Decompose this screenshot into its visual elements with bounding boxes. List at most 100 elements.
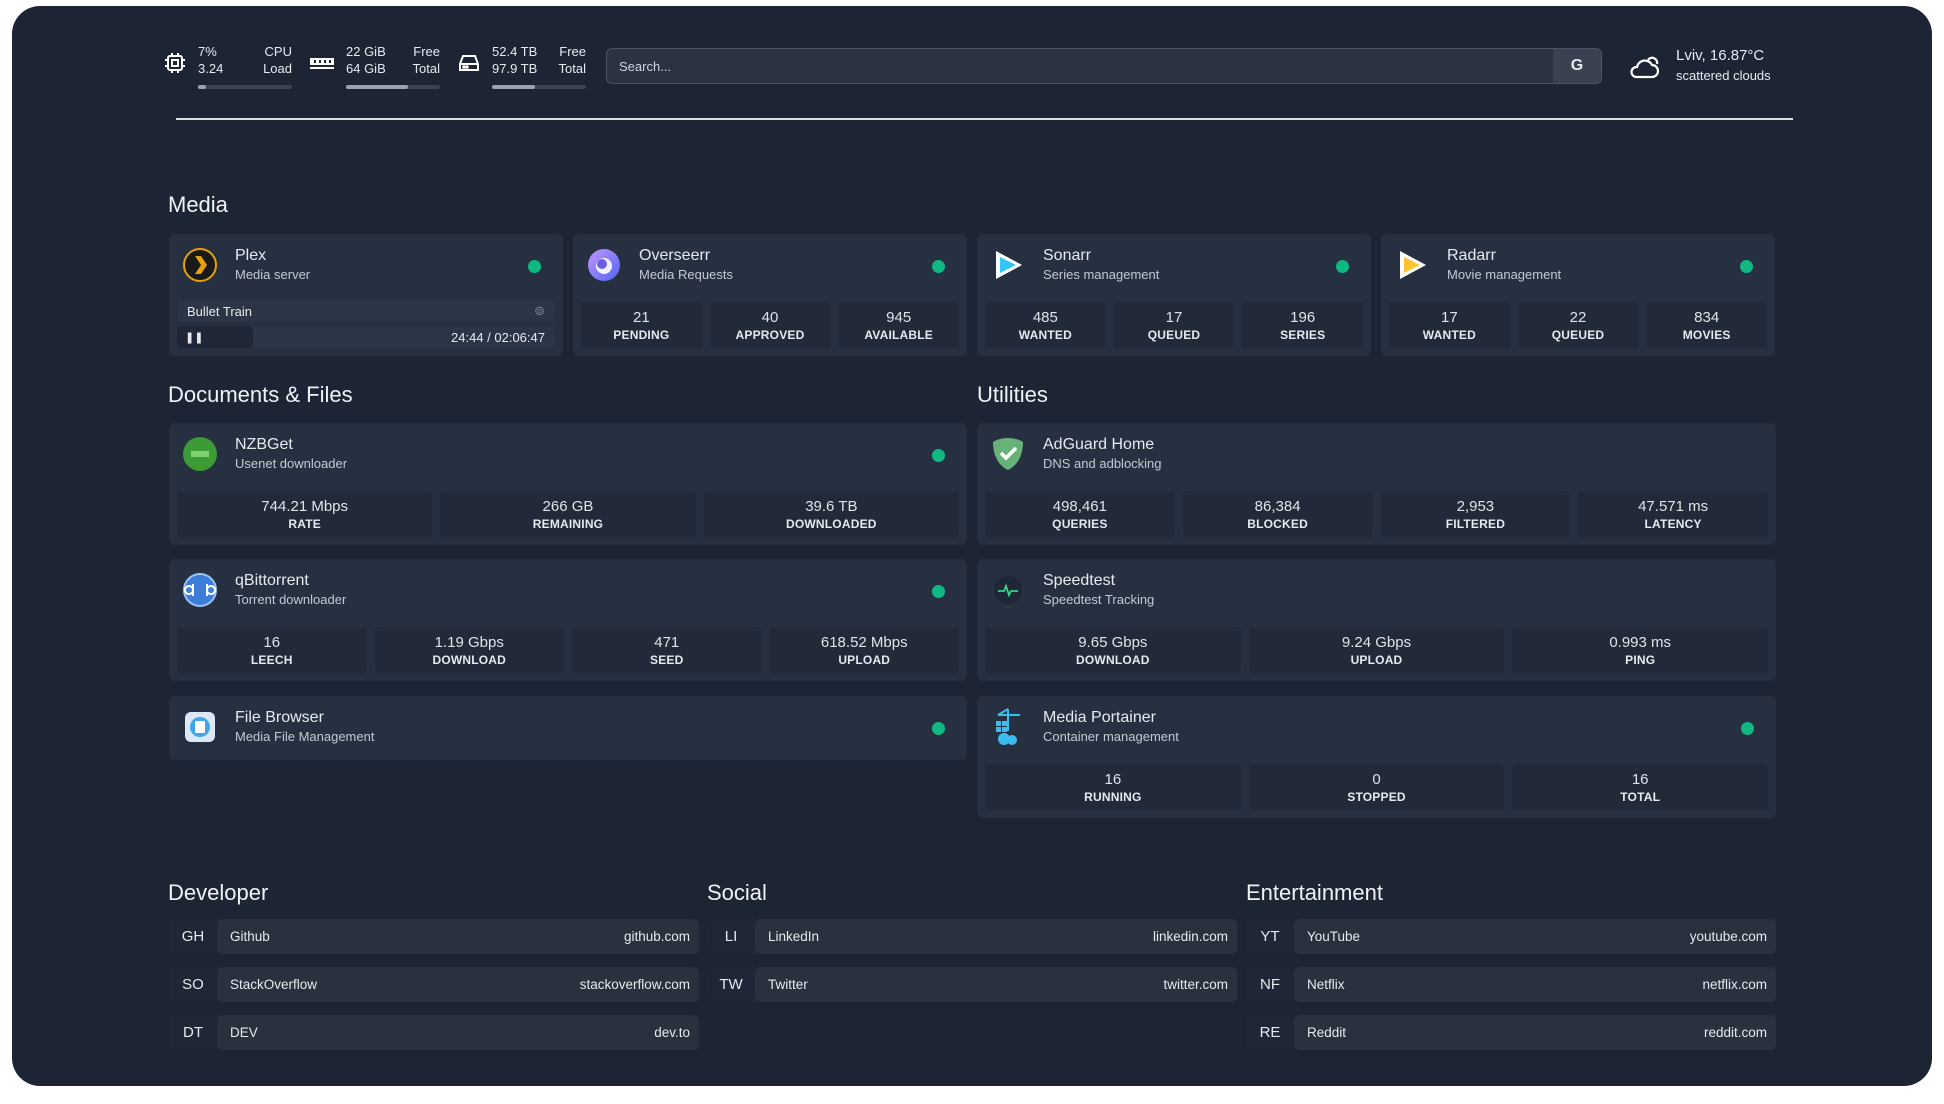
stat-label: PENDING xyxy=(613,328,670,342)
stat-block: 16 RUNNING xyxy=(985,764,1241,810)
memory-bar xyxy=(346,85,440,89)
section-title-media: Media xyxy=(168,192,228,217)
stat-value: 21 xyxy=(632,309,650,326)
service-card-nzbget[interactable]: NZBGet Usenet downloader 744.21 Mbps RATE 26… xyxy=(169,423,967,545)
bookmark-stackoverflow[interactable]: SO StackOverflow stackoverflow.com xyxy=(169,967,699,1002)
stat-value: 0.993 ms xyxy=(1609,634,1672,651)
stat-block: 16 TOTAL xyxy=(1512,764,1769,810)
status-online-indicator xyxy=(932,585,945,598)
bookmark-abbr: GH xyxy=(169,919,217,954)
bookmark-netflix[interactable]: NF Netflix netflix.com xyxy=(1246,967,1776,1002)
bookmark-name: YouTube xyxy=(1307,929,1361,944)
nzbget-icon xyxy=(183,437,217,471)
service-name: Media Portainer xyxy=(1043,709,1156,726)
service-name: NZBGet xyxy=(235,436,293,453)
plex-icon xyxy=(183,248,217,282)
stat-value: 9.24 Gbps xyxy=(1341,634,1412,651)
service-card-overseerr[interactable]: Overseerr Media Requests 21 PENDING 40 APPROV… xyxy=(573,234,967,356)
bookmark-dev[interactable]: DT DEV dev.to xyxy=(169,1015,699,1050)
service-stats: 21 PENDING 40 APPROVED 945 AVAILABLE xyxy=(581,302,960,348)
bookmark-url: linkedin.com xyxy=(1152,929,1228,944)
bookmark-abbr: YT xyxy=(1246,919,1294,954)
bookmark-abbr: LI xyxy=(707,919,755,954)
stat-value: 834 xyxy=(1694,309,1720,326)
stat-label: TOTAL xyxy=(1620,790,1661,804)
service-card-adguard-home[interactable]: AdGuard Home DNS and adblocking 498,461 QUE… xyxy=(977,423,1776,545)
bookmark-github[interactable]: GH Github github.com xyxy=(169,919,699,954)
cpu-bar-fill xyxy=(198,85,207,89)
file-browser-icon xyxy=(185,712,215,742)
stat-block: 47.571 ms LATENCY xyxy=(1578,491,1768,537)
service-card-file-browser[interactable]: File Browser Media File Management xyxy=(169,696,967,760)
stat-block: 0.993 ms PING xyxy=(1512,627,1769,673)
stat-label: REMAINING xyxy=(532,517,604,531)
disk-icon xyxy=(459,55,479,71)
portainer-icon xyxy=(996,708,1020,745)
stat-value: 86,384 xyxy=(1254,498,1301,515)
bookmark-reddit[interactable]: RE Reddit reddit.com xyxy=(1246,1015,1776,1050)
status-online-indicator xyxy=(1336,260,1349,273)
stat-value: 945 xyxy=(886,309,912,326)
cpu-percent: 7% xyxy=(198,44,217,59)
cpu-icon xyxy=(165,53,185,73)
stat-block: 16 LEECH xyxy=(177,627,367,673)
stat-label: APPROVED xyxy=(735,328,805,342)
stat-block: 21 PENDING xyxy=(581,302,702,348)
service-desc: Movie management xyxy=(1447,267,1562,282)
service-stats: 9.65 Gbps DOWNLOAD 9.24 Gbps UPLOAD 0.993 ms… xyxy=(985,627,1769,673)
service-card-qbittorrent[interactable]: qBittorrent Torrent downloader 16 LEECH 1.19… xyxy=(169,559,967,681)
bookmark-name: Reddit xyxy=(1307,1025,1347,1040)
stat-value: 485 xyxy=(1032,309,1058,326)
label: Total xyxy=(558,61,586,76)
stat-block: 1.19 Gbps DOWNLOAD xyxy=(374,627,564,673)
playback-progress[interactable]: ❚❚ xyxy=(177,326,253,348)
cloud-icon xyxy=(1630,56,1660,79)
bookmark-name: LinkedIn xyxy=(768,929,820,944)
stat-label: RUNNING xyxy=(1084,790,1142,804)
adguard-icon xyxy=(993,438,1023,470)
search-input[interactable] xyxy=(607,49,1553,83)
status-online-indicator xyxy=(932,449,945,462)
stat-block: 2,953 FILTERED xyxy=(1380,491,1571,537)
service-card-plex[interactable]: Plex Media server Bullet Train ⊚ ❚❚ 24:44 /… xyxy=(169,234,563,356)
stat-value: 39.6 TB xyxy=(805,498,858,515)
overseerr-icon xyxy=(588,249,620,281)
stat-value: 47.571 ms xyxy=(1638,498,1709,515)
service-card-radarr[interactable]: Radarr Movie management 17 WANTED 22 QUEUED 83… xyxy=(1381,234,1775,356)
weather-temp: Lviv, 16.87°C xyxy=(1676,47,1765,64)
bookmark-linkedin[interactable]: LI LinkedIn linkedin.com xyxy=(707,919,1237,954)
service-card-speedtest[interactable]: Speedtest Speedtest Tracking 9.65 Gbps DOWN… xyxy=(977,559,1776,681)
service-stats: 744.21 Mbps RATE 266 GB REMAINING 39.6 TB DOW… xyxy=(177,491,959,537)
stat-value: 16 xyxy=(1631,771,1649,788)
stat-value: 744.21 Mbps xyxy=(261,498,349,515)
stat-label: SEED xyxy=(650,653,684,667)
pause-icon[interactable]: ❚❚ xyxy=(185,331,204,344)
service-card-media-portainer[interactable]: Media Portainer Container management 16 RUN… xyxy=(977,696,1776,818)
bookmark-name: Twitter xyxy=(768,977,808,992)
memory-total: 64 GiB xyxy=(346,61,386,76)
service-desc: Media server xyxy=(235,267,311,282)
stat-label: LATENCY xyxy=(1644,517,1702,531)
stat-block: 22 QUEUED xyxy=(1517,302,1639,348)
sonarr-icon xyxy=(996,251,1022,279)
bookmark-twitter[interactable]: TW Twitter twitter.com xyxy=(707,967,1237,1002)
service-name: Radarr xyxy=(1447,247,1496,264)
stat-label: BLOCKED xyxy=(1247,517,1308,531)
label: Load xyxy=(263,61,292,76)
search-box: G xyxy=(606,48,1602,84)
cpu-bar xyxy=(198,85,292,89)
disk-bar xyxy=(492,85,586,89)
disk-free: 52.4 TB xyxy=(492,44,538,59)
service-desc: Speedtest Tracking xyxy=(1043,592,1155,607)
bookmark-abbr: TW xyxy=(707,967,755,1002)
service-card-sonarr[interactable]: Sonarr Series management 485 WANTED 17 QUEUED… xyxy=(977,234,1371,356)
stat-value: 498,461 xyxy=(1052,498,1107,515)
stat-label: UPLOAD xyxy=(838,653,891,667)
stat-block: 266 GB REMAINING xyxy=(440,491,696,537)
service-desc: Media File Management xyxy=(235,729,375,744)
stat-label: MOVIES xyxy=(1682,328,1731,342)
search-engine-button[interactable]: G xyxy=(1553,49,1601,83)
memory-free: 22 GiB xyxy=(346,44,386,59)
bookmark-youtube[interactable]: YT YouTube youtube.com xyxy=(1246,919,1776,954)
service-desc: Torrent downloader xyxy=(235,592,347,607)
